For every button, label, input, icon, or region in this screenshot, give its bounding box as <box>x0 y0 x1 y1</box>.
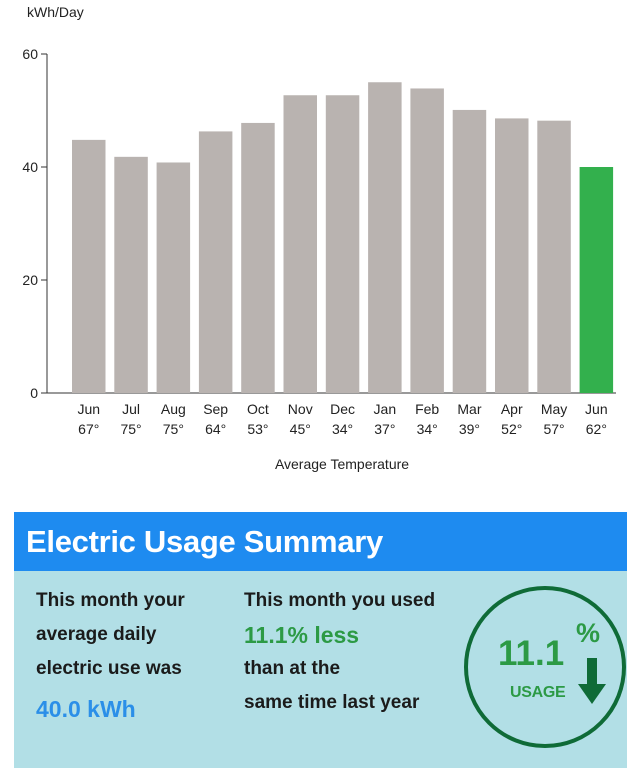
summary-title: Electric Usage Summary <box>14 512 627 571</box>
temperature-label: 53° <box>247 421 268 437</box>
gauge-value: 11.1 <box>498 634 565 673</box>
gauge-label: USAGE <box>510 684 566 701</box>
usage-gauge: 11.1 % USAGE <box>464 586 626 748</box>
bar <box>283 95 317 394</box>
comparison-text-line: This month you used <box>244 590 436 611</box>
y-tick-label: 60 <box>22 46 38 62</box>
percent-less-value: 11.1% less <box>244 622 360 648</box>
comparison-block: This month you used 11.1% less than at t… <box>244 584 464 720</box>
bar <box>198 131 233 393</box>
temperature-label: 64° <box>205 421 226 437</box>
month-label: Mar <box>457 401 481 417</box>
temperature-label: 75° <box>163 421 184 437</box>
temperature-label: 52° <box>501 421 522 437</box>
comparison-text-line: than at the <box>244 658 341 679</box>
temperature-label: 34° <box>417 421 438 437</box>
bar <box>368 82 402 393</box>
month-label: Aug <box>161 401 186 417</box>
y-tick-label: 20 <box>22 272 38 288</box>
month-label: Sep <box>203 401 228 417</box>
x-axis-label: Average Temperature <box>275 456 409 472</box>
temperature-label: 39° <box>459 421 480 437</box>
bar <box>495 118 529 393</box>
temperature-label: 67° <box>78 421 99 437</box>
bar <box>72 139 106 393</box>
gauge-unit: % <box>576 618 601 648</box>
bar <box>579 167 614 393</box>
usage-bar-chart: kWh/Day 0 20 40 60 Jun 67° Jul 75° Aug 75° Sep 64°… <box>22 4 616 472</box>
month-label: Nov <box>288 401 313 417</box>
temperature-label: 45° <box>290 421 311 437</box>
temperature-label: 57° <box>543 421 564 437</box>
bars <box>72 82 614 394</box>
temperature-label: 37° <box>374 421 395 437</box>
comparison-text-line: same time last year <box>244 692 420 713</box>
temperature-label: 75° <box>120 421 141 437</box>
bar <box>452 109 487 393</box>
bar <box>410 88 444 393</box>
bar <box>114 156 148 393</box>
bar <box>537 120 571 394</box>
daily-use-block: This month your average daily electric u… <box>36 584 236 726</box>
month-label: Jul <box>122 401 140 417</box>
month-label: Jun <box>585 401 608 417</box>
y-tick-label: 40 <box>22 159 38 175</box>
daily-use-text-line: This month your <box>36 590 185 611</box>
y-tick-label: 0 <box>30 385 38 401</box>
bar <box>325 95 360 394</box>
month-label: May <box>541 401 567 417</box>
usage-summary-panel: Electric Usage Summary This month your a… <box>14 512 627 768</box>
month-label: Jan <box>374 401 397 417</box>
daily-use-value: 40.0 kWh <box>36 696 136 722</box>
daily-use-text-line: average daily <box>36 624 157 645</box>
month-label: Dec <box>330 401 355 417</box>
x-axis-labels: Jun 67° Jul 75° Aug 75° Sep 64° Oct 53° Nov 45° Dec 3… <box>77 401 607 437</box>
daily-use-text-line: electric use was <box>36 658 182 679</box>
down-arrow-icon <box>578 658 606 704</box>
temperature-label: 34° <box>332 421 353 437</box>
y-axis-label: kWh/Day <box>27 4 84 20</box>
month-label: Feb <box>415 401 439 417</box>
bar <box>241 122 275 394</box>
month-label: Apr <box>501 401 523 417</box>
bar <box>156 162 191 393</box>
temperature-label: 62° <box>586 421 607 437</box>
month-label: Oct <box>247 401 269 417</box>
month-label: Jun <box>77 401 100 417</box>
